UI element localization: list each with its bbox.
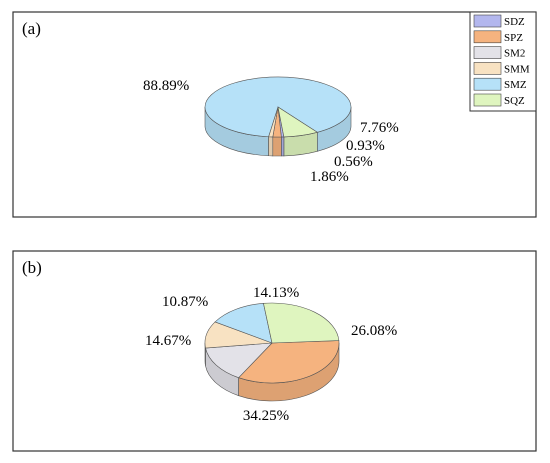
pct-label-b-sm2: 14.67% <box>145 333 191 349</box>
pct-label-b-smz: 14.13% <box>253 285 299 301</box>
pie-b-slice-sqz <box>263 302 340 344</box>
pct-label-a-sqz: 7.76% <box>360 120 399 136</box>
pie-chart-b: 34.25% 14.67% 10.87% 14.13% 26.08% <box>145 285 397 424</box>
legend-label-smm: SMM <box>504 63 530 75</box>
legend-label-sm2: SM2 <box>504 48 525 60</box>
legend-label-spz: SPZ <box>504 32 523 44</box>
legend-swatch-smz <box>473 77 502 91</box>
pie-a-slice-sqz <box>277 106 319 138</box>
pie-chart-a: 0.56%1.86% 0.93% 88.89% 7.76% <box>143 76 399 185</box>
panel-b-frame <box>12 250 537 452</box>
pie-b-slice-spz <box>238 340 340 384</box>
pct-label-b-sqz: 26.08% <box>351 323 397 339</box>
legend-label-sqz: SQZ <box>504 95 525 107</box>
legend: SDZ SPZ SM2 SMM SMZ SQZ <box>469 11 537 112</box>
pct-label-a-spz: 1.86% <box>310 169 349 185</box>
panel-a-frame <box>12 11 537 218</box>
legend-swatch-sm2 <box>473 46 502 59</box>
pie-b-slice-sm2 <box>205 342 273 379</box>
pie-b-slice-smz <box>214 303 273 344</box>
pie-a-side-spz <box>272 136 282 157</box>
pie-a-side-sdz <box>281 136 285 157</box>
pct-label-a-smz: 88.89% <box>143 78 189 94</box>
legend-swatch-sqz <box>473 93 502 107</box>
legend-label-sdz: SDZ <box>504 16 525 28</box>
pie-a-side-smm <box>268 136 274 157</box>
pct-label-b-smm: 10.87% <box>162 294 208 310</box>
legend-swatch-sdz <box>473 14 502 28</box>
pct-label-a-smm: 0.93% <box>346 138 385 154</box>
panel-b-label: (b) <box>22 258 42 277</box>
pct-label-b-spz: 34.25% <box>243 408 289 424</box>
legend-swatch-spz <box>473 30 502 44</box>
panel-a-label: (a) <box>22 19 41 38</box>
legend-label-smz: SMZ <box>504 79 527 91</box>
pct-label-a-sdz: 0.56% <box>334 154 373 170</box>
legend-swatch-smm <box>473 62 502 75</box>
